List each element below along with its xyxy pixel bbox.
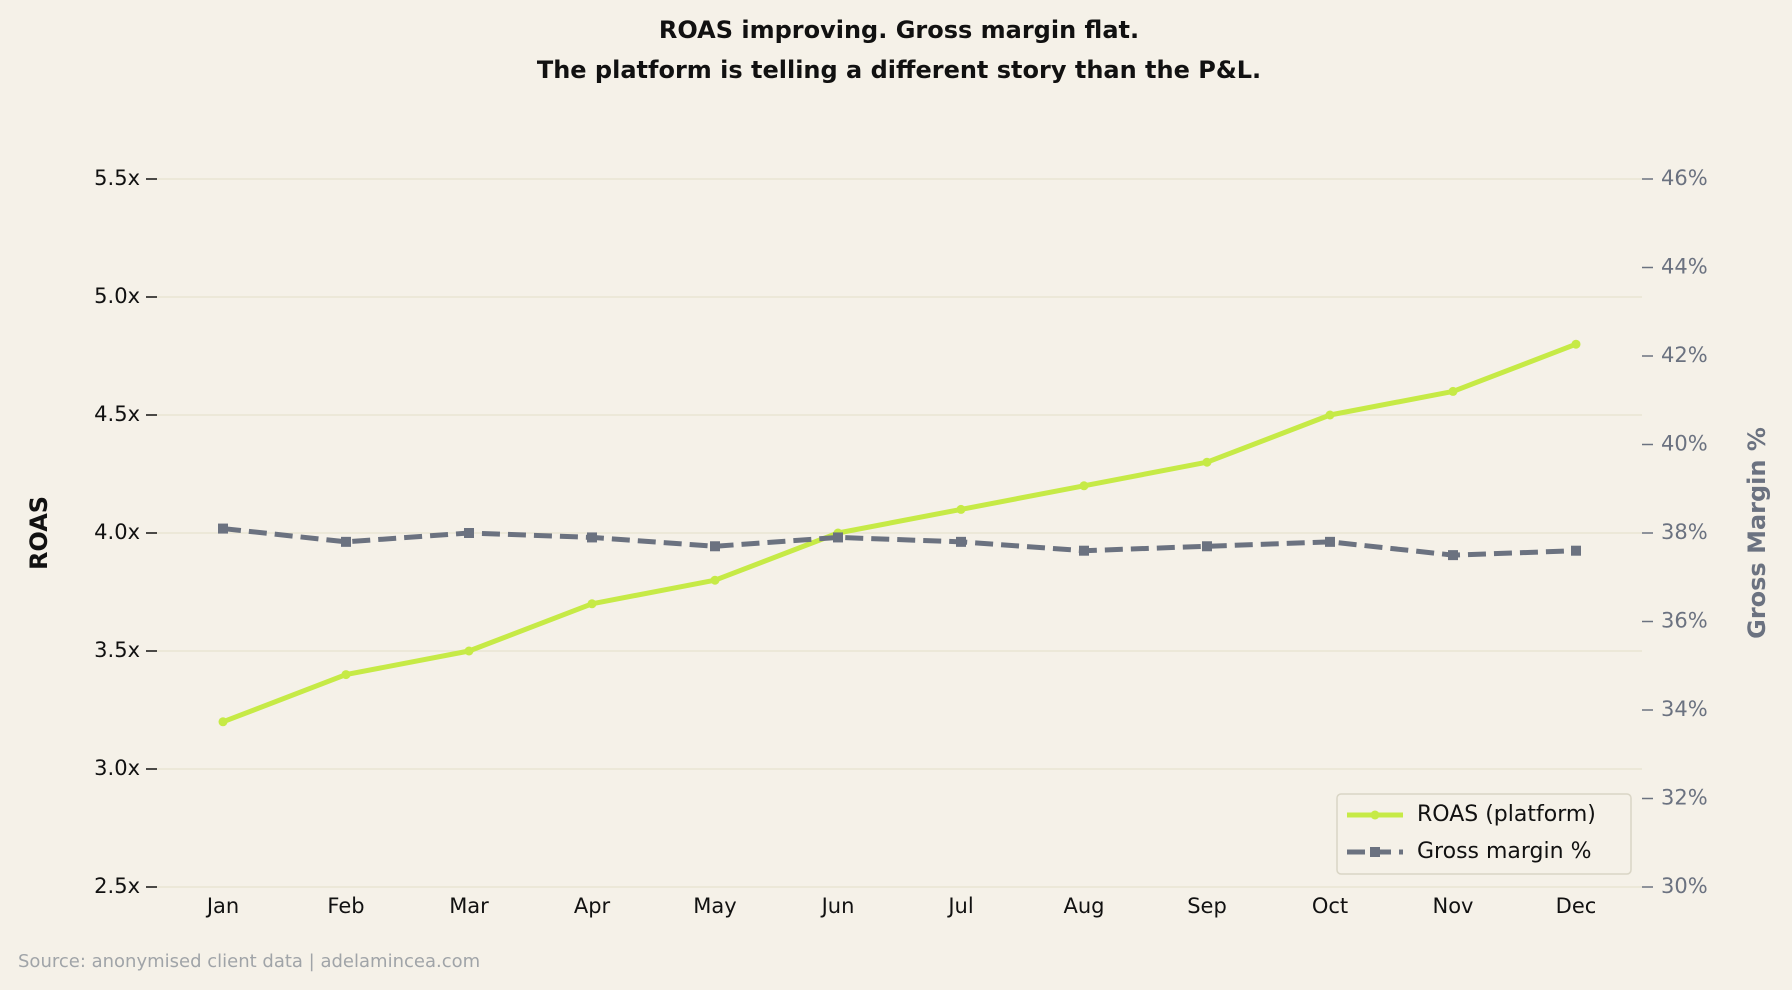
y2-tick-label: 38% [1661, 520, 1708, 544]
marker [1370, 810, 1380, 820]
marker [464, 646, 474, 656]
marker [341, 536, 351, 547]
marker [1079, 545, 1089, 556]
marker [1370, 847, 1380, 857]
series-line [222, 526, 1577, 558]
marker [1571, 545, 1581, 556]
source-note: Source: anonymised client data | adelami… [18, 951, 480, 972]
y2-tick-label: 36% [1661, 609, 1708, 633]
x-tick-label: Nov [1433, 894, 1474, 918]
y2-axis-label: Gross Margin % [1743, 427, 1771, 639]
marker [587, 599, 597, 609]
y2-tick-label: 30% [1661, 874, 1708, 898]
x-tick-label: Jul [946, 894, 973, 918]
marker [1325, 536, 1335, 547]
marker [218, 717, 228, 727]
marker [341, 670, 351, 680]
marker [956, 504, 966, 514]
legend-box [1336, 793, 1632, 875]
x-tick-label: Sep [1187, 894, 1227, 918]
y2-tick-label: 46% [1661, 166, 1708, 190]
y2-tick-label: 42% [1661, 343, 1708, 367]
y-tick-label: 3.5x [94, 638, 140, 662]
marker [1448, 386, 1458, 396]
marker [1448, 550, 1458, 561]
x-tick-label: Mar [449, 894, 489, 918]
y2-tick-label: 40% [1661, 432, 1708, 456]
marker [1202, 541, 1212, 552]
x-tick-label: Jan [205, 894, 239, 918]
x-tick-label: Aug [1063, 894, 1104, 918]
series-line [222, 341, 1577, 725]
y-tick-label: 2.5x [94, 874, 140, 898]
x-tick-label: Apr [574, 894, 611, 918]
x-tick-label: Jun [820, 894, 855, 918]
chart-title: ROAS improving. Gross margin flat. [659, 16, 1139, 44]
marker [218, 523, 228, 534]
marker [1079, 481, 1089, 491]
marker [833, 532, 843, 543]
y2-tick-label: 44% [1661, 255, 1708, 279]
y-axis-label: ROAS [25, 496, 53, 570]
marker [587, 532, 597, 543]
chart-subtitle: The platform is telling a different stor… [537, 56, 1261, 84]
x-tick-label: Oct [1312, 894, 1348, 918]
marker [1571, 339, 1581, 349]
x-tick-label: Dec [1556, 894, 1597, 918]
marker [1202, 457, 1212, 467]
marker [710, 541, 720, 552]
marker [956, 536, 966, 547]
y-tick-label: 5.0x [94, 284, 140, 308]
x-tick-label: May [693, 894, 736, 918]
marker [1325, 410, 1335, 420]
legend-label: ROAS (platform) [1417, 802, 1596, 827]
marker [464, 528, 474, 538]
y-tick-label: 4.5x [94, 402, 140, 426]
x-tick-label: Feb [327, 894, 364, 918]
y-tick-label: 4.0x [94, 520, 140, 544]
y2-tick-label: 32% [1661, 786, 1708, 810]
legend-label: Gross margin % [1417, 839, 1591, 864]
y-tick-label: 3.0x [94, 756, 140, 780]
y-tick-label: 5.5x [94, 166, 140, 190]
y2-tick-label: 34% [1661, 697, 1708, 721]
marker [710, 575, 720, 585]
